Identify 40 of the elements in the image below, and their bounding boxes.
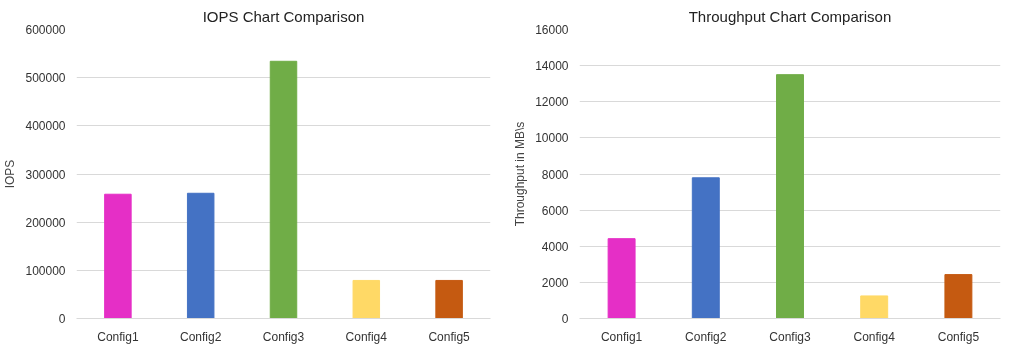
bar (607, 238, 636, 319)
y-tick-label: 12000 (535, 95, 569, 110)
chart-title: IOPS Chart Comparison (202, 7, 365, 25)
y-tick-label: 14000 (535, 59, 569, 74)
chart-title: Throughput Chart Comparison (688, 7, 892, 25)
bar (186, 192, 215, 319)
y-tick-label: 4000 (541, 239, 569, 254)
y-tick-label: 500000 (25, 71, 66, 86)
x-tick-label: Config4 (853, 329, 896, 344)
x-tick-label: Config1 (600, 329, 643, 344)
x-tick-label: Config5 (937, 329, 980, 344)
y-axis-title: IOPS (3, 159, 18, 189)
bar (944, 274, 973, 319)
y-tick-label: 0 (561, 312, 569, 326)
y-tick-label: 6000 (541, 203, 569, 218)
x-tick-label: Config3 (769, 329, 812, 344)
bar (691, 177, 720, 319)
x-tick-label: Config4 (345, 329, 388, 344)
y-tick-label: 0 (58, 312, 66, 326)
y-tick-label: 8000 (541, 167, 569, 182)
y-tick-label: 2000 (541, 275, 569, 290)
y-tick-label: 100000 (25, 263, 66, 278)
x-tick-label: Config3 (262, 329, 305, 344)
x-tick-label: Config2 (685, 329, 727, 344)
y-tick-label: 16000 (535, 23, 569, 37)
bar (269, 60, 298, 319)
bar (435, 279, 463, 319)
bar (776, 74, 804, 319)
y-tick-label: 300000 (25, 167, 66, 182)
x-tick-label: Config5 (428, 329, 471, 344)
bar (352, 279, 381, 319)
x-tick-label: Config1 (97, 329, 139, 344)
y-tick-label: 10000 (535, 131, 569, 146)
y-tick-label: 200000 (25, 215, 66, 230)
y-tick-label: 600000 (25, 23, 66, 37)
y-axis-title: Throughput in MB\s (513, 121, 528, 227)
bar (104, 193, 132, 319)
y-tick-label: 400000 (25, 119, 66, 134)
x-tick-label: Config2 (180, 329, 222, 344)
bar (860, 295, 889, 319)
